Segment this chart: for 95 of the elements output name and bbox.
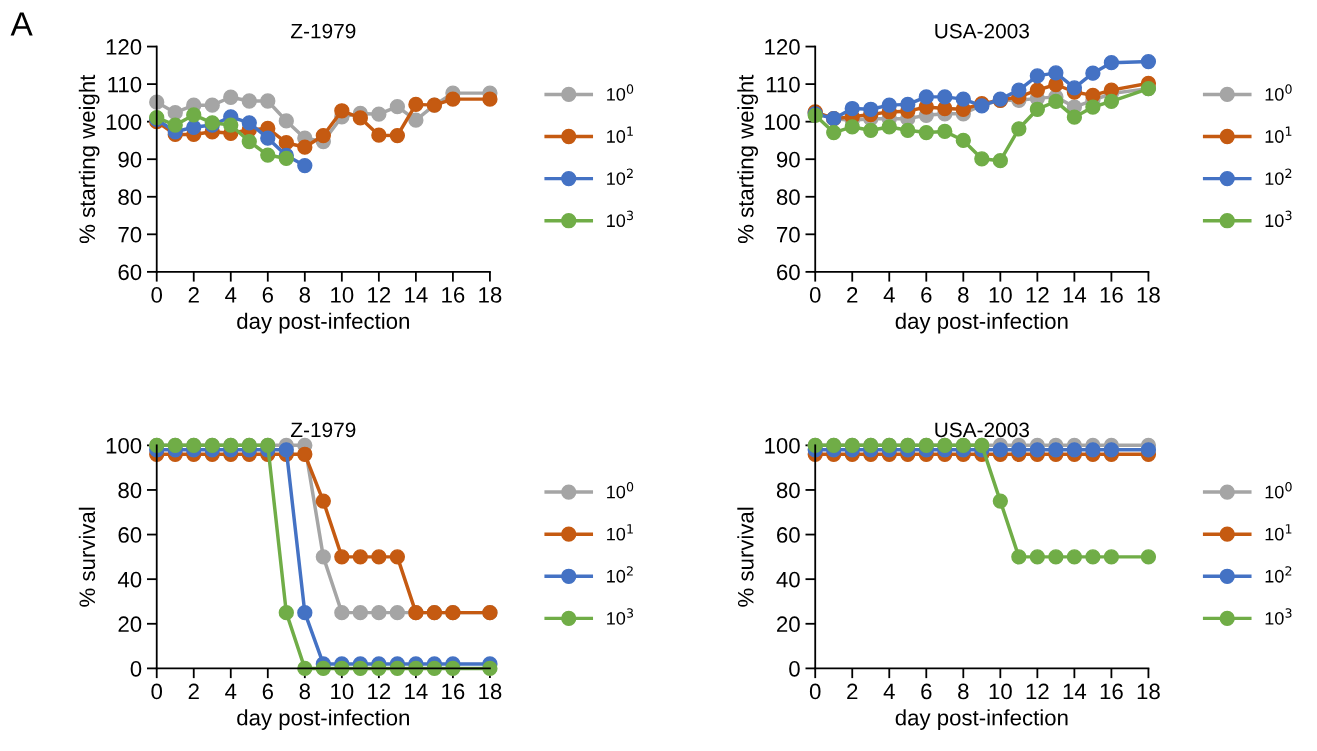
y-axis-title: % starting weight bbox=[78, 74, 100, 244]
x-tick-label: 2 bbox=[847, 287, 858, 303]
x-tick-label: 8 bbox=[299, 287, 311, 303]
x-tick-label: 18 bbox=[479, 287, 502, 303]
y-axis-title: % survival bbox=[78, 507, 96, 607]
legend-label: 10$^{0}$ bbox=[1265, 481, 1292, 499]
x-axis-title: day post-infection bbox=[237, 709, 409, 730]
x-tick-label: 4 bbox=[883, 683, 895, 700]
x-axis-title: day post-infection bbox=[895, 709, 1068, 730]
legend-label: 10$^{3}$ bbox=[607, 608, 634, 625]
legend-label: 10$^{3}$ bbox=[1265, 608, 1292, 625]
x-tick-label: 12 bbox=[368, 287, 391, 303]
y-tick-label: 100 bbox=[765, 437, 800, 454]
text: A bbox=[10, 12, 33, 36]
chart-title: Z-1979 bbox=[290, 23, 356, 39]
x-tick-label: 10 bbox=[331, 683, 354, 700]
x-tick-label: 18 bbox=[1137, 287, 1160, 303]
y-tick-label: 0 bbox=[130, 660, 142, 677]
x-tick-label: 14 bbox=[1063, 683, 1087, 700]
x-tick-label: 10 bbox=[989, 287, 1012, 303]
y-tick-label: 110 bbox=[766, 76, 800, 93]
y-tick-label: 80 bbox=[118, 482, 142, 499]
legend-label: 10$^{3}$ bbox=[1265, 210, 1292, 228]
x-tick-label: 4 bbox=[225, 683, 237, 700]
y-tick-label: 100 bbox=[106, 437, 142, 454]
y-axis-title: % survival bbox=[737, 507, 754, 607]
x-tick-label: 18 bbox=[1137, 683, 1160, 700]
chart-title: USA-2003 bbox=[935, 422, 1029, 438]
y-tick-label: 80 bbox=[776, 482, 800, 499]
y-tick-label: 80 bbox=[118, 189, 142, 206]
y-tick-label: 120 bbox=[765, 39, 800, 55]
x-tick-label: 12 bbox=[1026, 683, 1049, 700]
legend-label: 10$^{0}$ bbox=[1265, 84, 1292, 101]
x-tick-label: 6 bbox=[921, 683, 932, 700]
y-tick-label: 0 bbox=[789, 660, 800, 677]
x-tick-label: 2 bbox=[188, 287, 199, 303]
x-tick-label: 0 bbox=[151, 683, 163, 700]
legend-label: 10$^{2}$ bbox=[1265, 566, 1292, 583]
x-tick-label: 2 bbox=[847, 683, 858, 700]
y-tick-label: 90 bbox=[118, 151, 142, 168]
x-tick-label: 0 bbox=[809, 287, 821, 303]
legend-label: 10$^{1}$ bbox=[607, 126, 633, 143]
x-tick-label: 4 bbox=[225, 287, 237, 303]
x-tick-label: 12 bbox=[1026, 287, 1049, 303]
x-tick-label: 12 bbox=[368, 683, 391, 700]
x-tick-label: 8 bbox=[958, 287, 969, 303]
x-tick-label: 16 bbox=[442, 287, 465, 303]
y-tick-label: 70 bbox=[118, 226, 142, 243]
x-tick-label: 14 bbox=[405, 683, 428, 700]
y-tick-label: 70 bbox=[777, 226, 800, 243]
legend-label: 10$^{0}$ bbox=[607, 84, 634, 101]
y-tick-label: 20 bbox=[777, 616, 800, 633]
x-tick-label: 0 bbox=[151, 287, 163, 303]
x-tick-label: 6 bbox=[262, 683, 273, 700]
x-tick-label: 16 bbox=[1100, 287, 1123, 303]
y-tick-label: 40 bbox=[776, 571, 800, 588]
x-tick-label: 10 bbox=[331, 287, 354, 303]
y-tick-label: 90 bbox=[776, 151, 800, 168]
x-tick-label: 6 bbox=[921, 287, 932, 303]
x-tick-label: 14 bbox=[1063, 287, 1087, 303]
y-tick-label: 20 bbox=[118, 616, 142, 633]
legend-label: 10$^{2}$ bbox=[607, 168, 633, 185]
legend-label: 10$^{3}$ bbox=[607, 210, 634, 228]
x-axis-title: day post-infection bbox=[895, 312, 1068, 334]
x-tick-label: 4 bbox=[883, 287, 895, 303]
x-tick-label: 14 bbox=[405, 287, 428, 303]
x-tick-label: 6 bbox=[262, 287, 273, 303]
y-tick-label: 120 bbox=[106, 39, 142, 55]
y-tick-label: 60 bbox=[777, 264, 800, 281]
y-tick-label: 100 bbox=[106, 114, 142, 130]
x-tick-label: 18 bbox=[479, 683, 502, 700]
legend-label: 10$^{1}$ bbox=[1265, 524, 1292, 541]
x-axis-title: day post-infection bbox=[237, 312, 409, 334]
y-tick-label: 110 bbox=[108, 76, 142, 93]
legend-label: 10$^{2}$ bbox=[607, 566, 633, 583]
y-tick-label: 60 bbox=[118, 264, 142, 281]
y-tick-label: 80 bbox=[776, 189, 800, 206]
y-axis-title: % starting weight bbox=[737, 74, 759, 244]
legend-label: 10$^{0}$ bbox=[607, 481, 634, 499]
x-tick-label: 16 bbox=[442, 683, 465, 700]
y-tick-label: 60 bbox=[777, 527, 800, 543]
x-tick-label: 8 bbox=[958, 683, 969, 700]
x-tick-label: 0 bbox=[809, 683, 821, 700]
x-tick-label: 16 bbox=[1100, 683, 1123, 700]
chart-title: USA-2003 bbox=[935, 23, 1029, 39]
legend-label: 10$^{1}$ bbox=[1265, 126, 1292, 143]
chart-title: Z-1979 bbox=[290, 422, 356, 438]
legend-label: 10$^{2}$ bbox=[1265, 168, 1292, 185]
y-tick-label: 60 bbox=[118, 527, 142, 543]
x-tick-label: 2 bbox=[188, 683, 199, 700]
x-tick-label: 10 bbox=[989, 683, 1012, 700]
legend-label: 10$^{1}$ bbox=[607, 524, 633, 541]
y-tick-label: 40 bbox=[117, 571, 142, 588]
y-tick-label: 100 bbox=[765, 114, 800, 130]
x-tick-label: 8 bbox=[299, 683, 311, 700]
